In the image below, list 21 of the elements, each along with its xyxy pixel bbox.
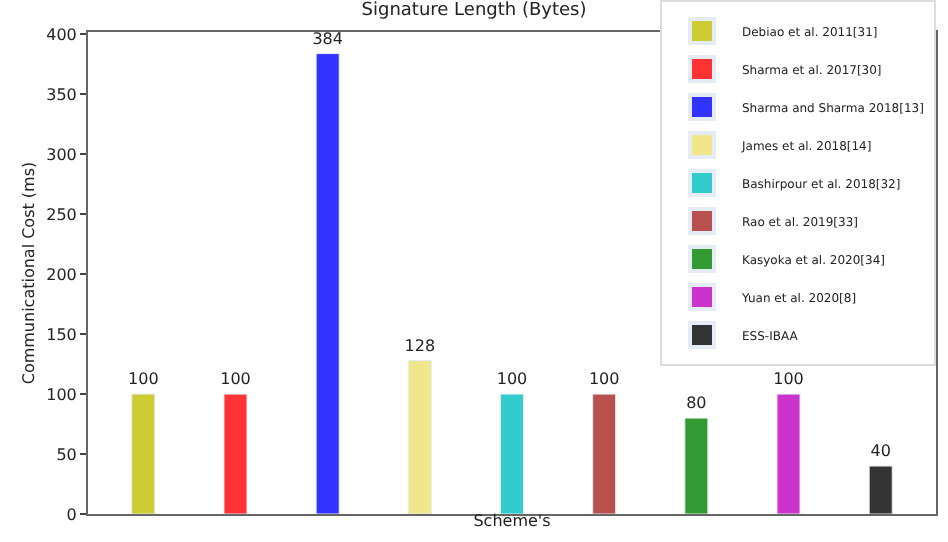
y-tick-label: 150 [46,325,77,344]
data-label: 100 [496,370,528,389]
data-label: 100 [220,370,251,389]
data-label: 100 [773,370,804,389]
y-tick-label: 350 [46,85,77,104]
y-tick-label: 400 [46,26,77,44]
data-label: 128 [404,336,436,355]
y-tick-label: 300 [46,145,77,164]
y-tick-label: 50 [56,445,77,464]
data-label: 384 [312,29,343,48]
y-tick-label: 0 [66,505,77,524]
data-label: 100 [588,370,620,389]
y-tick-label: 200 [46,265,77,284]
x-axis-title: Scheme's [473,512,551,531]
y-axis-title: Communicational Cost (ms) [19,161,38,385]
y-tick-label: 100 [46,385,77,404]
data-label: 40 [870,442,891,461]
y-tick-label: 250 [46,205,77,224]
data-label: 80 [686,394,707,413]
chart-title: Signature Length (Bytes) [361,1,587,22]
data-label: 100 [128,370,159,389]
